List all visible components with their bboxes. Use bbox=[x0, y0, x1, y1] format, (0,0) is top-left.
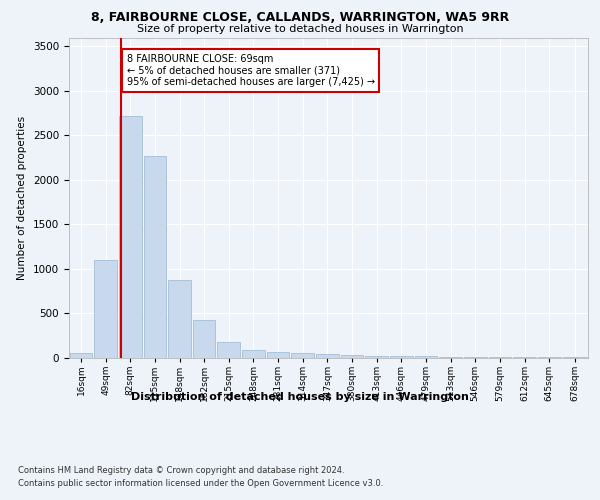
Text: Contains public sector information licensed under the Open Government Licence v3: Contains public sector information licen… bbox=[18, 479, 383, 488]
Text: Distribution of detached houses by size in Warrington: Distribution of detached houses by size … bbox=[131, 392, 469, 402]
Bar bbox=[464, 357, 487, 358]
Text: 8, FAIRBOURNE CLOSE, CALLANDS, WARRINGTON, WA5 9RR: 8, FAIRBOURNE CLOSE, CALLANDS, WARRINGTO… bbox=[91, 11, 509, 24]
Bar bbox=[292, 353, 314, 358]
Bar bbox=[119, 116, 142, 358]
Bar bbox=[439, 357, 462, 358]
Bar bbox=[316, 354, 339, 358]
Text: Size of property relative to detached houses in Warrington: Size of property relative to detached ho… bbox=[137, 24, 463, 34]
Bar bbox=[365, 356, 388, 358]
Bar bbox=[168, 280, 191, 357]
Bar bbox=[70, 352, 92, 358]
Bar bbox=[267, 352, 289, 358]
Bar bbox=[341, 355, 364, 358]
Bar bbox=[143, 156, 166, 358]
Bar bbox=[242, 350, 265, 358]
Text: 8 FAIRBOURNE CLOSE: 69sqm
← 5% of detached houses are smaller (371)
95% of semi-: 8 FAIRBOURNE CLOSE: 69sqm ← 5% of detach… bbox=[127, 54, 374, 86]
Bar bbox=[415, 356, 437, 358]
Bar bbox=[390, 356, 413, 358]
Bar bbox=[193, 320, 215, 358]
Bar bbox=[217, 342, 240, 357]
Y-axis label: Number of detached properties: Number of detached properties bbox=[17, 116, 28, 280]
Bar bbox=[94, 260, 117, 358]
Text: Contains HM Land Registry data © Crown copyright and database right 2024.: Contains HM Land Registry data © Crown c… bbox=[18, 466, 344, 475]
